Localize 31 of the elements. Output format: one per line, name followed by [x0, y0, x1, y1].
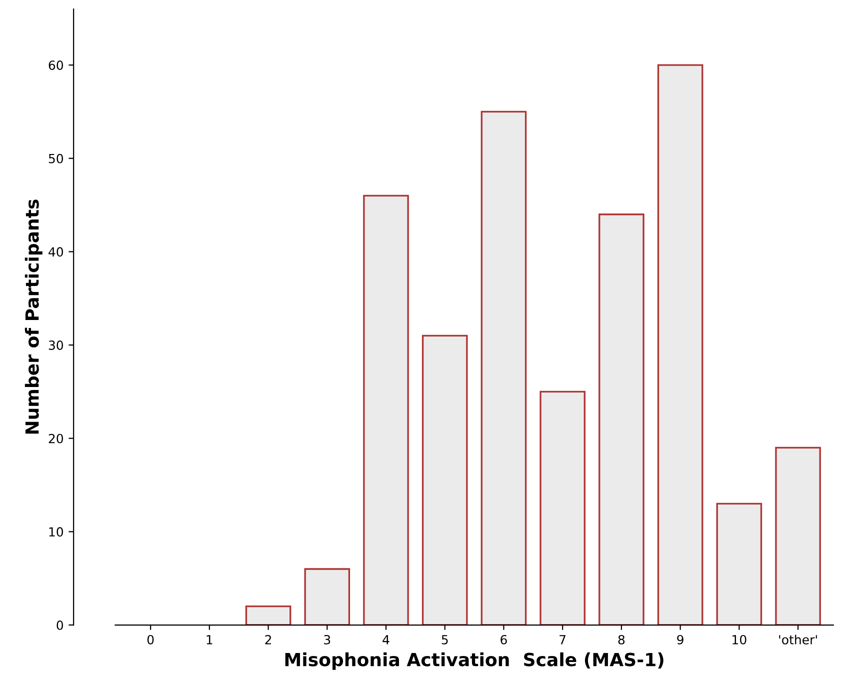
bar — [363, 194, 409, 626]
bar — [716, 502, 762, 626]
bar — [422, 334, 468, 626]
x-tick-label: 7 — [560, 635, 566, 644]
y-tick-label: 40 — [48, 247, 64, 257]
x-tick-label: 0 — [147, 634, 154, 644]
bar — [245, 606, 292, 626]
bar — [775, 446, 821, 626]
x-tick-label: 10 — [732, 634, 746, 644]
bar — [657, 64, 704, 626]
bar — [480, 110, 527, 626]
y-tick-label: 20 — [48, 434, 64, 444]
x-axis-title: Misophonia Activation Scale (MAS-1) — [285, 652, 664, 670]
x-tick-label: 3 — [324, 634, 330, 644]
y-axis-title: Number of Participants — [24, 200, 42, 434]
y-tick-label: 0 — [56, 620, 64, 630]
x-tick-label: 2 — [265, 634, 271, 644]
x-tick-label: 5 — [442, 635, 448, 644]
x-tick-label: 9 — [677, 634, 684, 644]
y-tick-label: 30 — [48, 340, 64, 350]
bar — [304, 568, 350, 626]
bar — [598, 214, 644, 626]
x-tick-label: 4 — [382, 635, 390, 644]
y-tick-label: 10 — [49, 527, 64, 537]
y-tick-label: 50 — [48, 154, 64, 164]
x-tick-label: 'other' — [779, 634, 817, 644]
y-tick-label: 60 — [48, 60, 64, 70]
x-tick-label: 1 — [206, 635, 212, 644]
x-tick-label: 6 — [500, 634, 507, 644]
x-tick-label: 8 — [618, 634, 625, 644]
bar — [540, 390, 586, 626]
